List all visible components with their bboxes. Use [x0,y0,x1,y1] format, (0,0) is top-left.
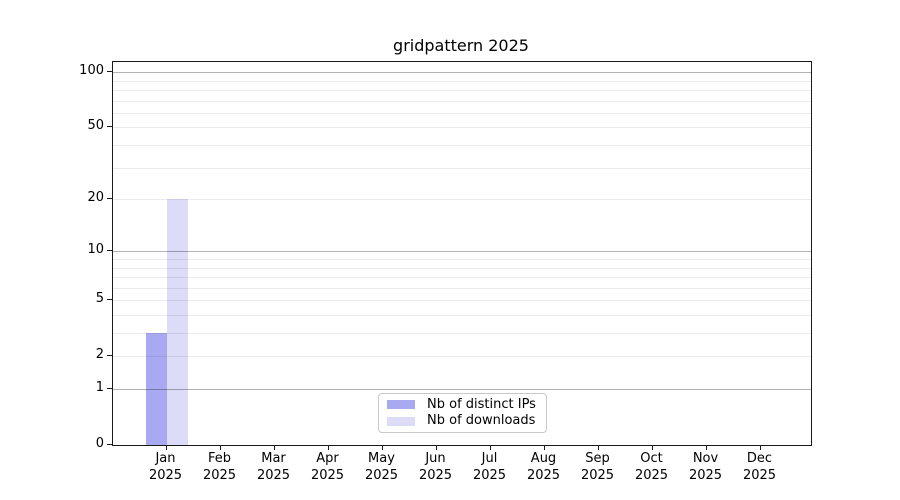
x-tick-label: Jun 2025 [419,450,452,484]
legend-swatch-downloads-icon [387,416,415,426]
x-tick-month: Oct [640,451,663,466]
x-tick-month: Apr [316,451,339,466]
gridline-minor [113,127,811,129]
x-tick-label: Jul 2025 [473,450,506,484]
x-tick-mark [273,445,275,450]
x-tick-mark [165,445,167,450]
x-tick-year: 2025 [418,468,453,483]
gridline-minor [113,80,811,82]
x-tick-label: Jan 2025 [149,450,182,484]
gridline-minor [113,287,811,289]
gridline-minor [113,112,811,114]
y-tick-mark [107,71,112,73]
bar-distinct-ips [145,333,167,445]
x-tick-year: 2025 [310,468,345,483]
legend-label-distinct-ips: Nb of distinct IPs [427,396,536,412]
gridline-minor [113,259,811,260]
bar-downloads [166,199,188,445]
y-tick-mark [107,250,112,252]
y-tick-label: 1 [95,380,104,395]
gridline-minor [113,300,811,302]
gridline-minor [113,314,811,316]
x-tick-label: Mar 2025 [257,450,290,484]
legend-item-distinct-ips: Nb of distinct IPs [387,397,538,413]
x-tick-mark [489,445,491,450]
legend: Nb of distinct IPs Nb of downloads [378,393,547,433]
x-tick-month: Jan [155,451,176,466]
gridline-minor [113,333,811,335]
gridline-major [113,251,811,253]
gridline-major [113,389,811,390]
x-tick-year: 2025 [256,468,291,483]
legend-item-downloads: Nb of downloads [387,413,538,429]
x-tick-mark [435,445,437,450]
x-tick-month: Jul [481,451,498,466]
x-tick-mark [219,445,221,450]
x-tick-month: May [368,451,395,466]
x-tick-month: Feb [207,451,232,466]
x-tick-year: 2025 [364,468,399,483]
x-tick-month: Sep [585,451,610,466]
y-tick-label: 100 [79,63,104,79]
y-tick-label: 0 [95,436,104,451]
gridline-minor [113,90,811,92]
legend-label-downloads: Nb of downloads [427,413,536,429]
gridline-minor [113,100,811,102]
x-tick-year: 2025 [688,468,723,483]
x-tick-label: Nov 2025 [689,450,722,484]
x-tick-month: Nov [692,451,719,466]
x-tick-year: 2025 [634,468,669,483]
gridline-minor [113,277,811,279]
y-tick-label: 5 [95,291,104,307]
legend-swatch-distinct-ips-icon [387,400,415,410]
x-tick-year: 2025 [148,468,183,483]
x-tick-year: 2025 [742,468,777,483]
y-tick-label: 2 [95,347,104,363]
gridline-minor [113,356,811,358]
x-tick-year: 2025 [472,468,507,483]
x-tick-month: Dec [746,451,773,466]
y-tick-mark [107,444,112,445]
x-tick-year: 2025 [580,468,615,483]
x-tick-label: Oct 2025 [635,450,668,484]
y-tick-mark [107,126,112,128]
x-tick-label: Feb 2025 [203,450,236,484]
gridline-minor [113,199,811,201]
x-tick-mark [759,445,761,450]
y-tick-mark [107,299,112,301]
x-tick-label: May 2025 [365,450,398,484]
x-tick-mark [597,445,599,450]
x-tick-month: Aug [530,451,557,466]
x-tick-label: Sep 2025 [581,450,614,484]
gridline-minor [113,267,811,269]
x-tick-year: 2025 [202,468,237,483]
x-tick-mark [381,445,383,450]
gridline-minor [113,167,811,169]
x-tick-mark [543,445,545,450]
x-tick-year: 2025 [526,468,561,483]
chart-title: gridpattern 2025 [393,36,529,55]
x-tick-mark [327,445,329,450]
y-tick-label: 50 [87,118,104,134]
x-tick-label: Apr 2025 [311,450,344,484]
y-tick-label: 10 [87,242,104,258]
x-tick-label: Dec 2025 [743,450,776,484]
y-tick-mark [107,198,112,200]
plot-area [112,61,812,446]
x-tick-mark [705,445,707,450]
x-tick-mark [651,445,653,450]
gridline-minor [113,145,811,147]
x-tick-month: Jun [425,451,446,466]
x-tick-label: Aug 2025 [527,450,560,484]
gridline-major [113,72,811,74]
x-tick-month: Mar [261,451,286,466]
y-tick-mark [107,355,112,357]
y-tick-mark [107,388,112,389]
y-tick-label: 20 [87,190,104,206]
